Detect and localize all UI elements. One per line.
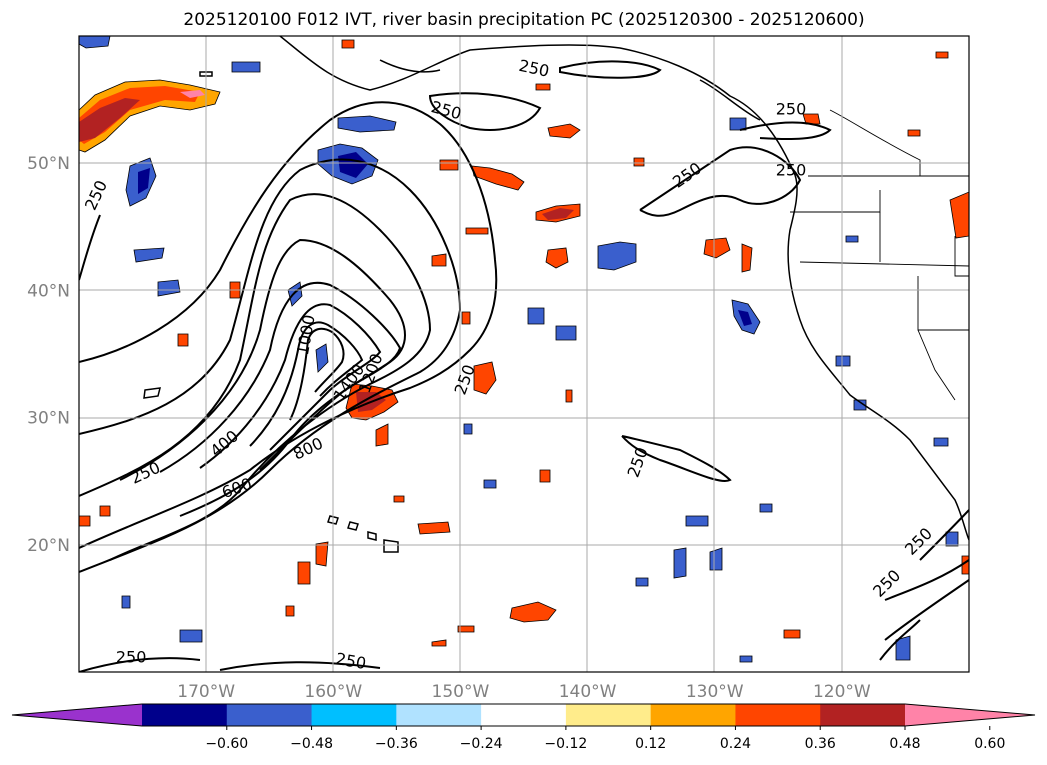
lon-label-160w: 160°W [304,682,362,702]
colorbar-segment-9 [820,704,906,726]
gridlines [79,36,969,672]
colorbar-segment-1 [142,704,228,726]
colorbar-segment-7 [650,704,736,726]
precip-positive-areas [79,39,969,647]
colorbar-segment-10 [905,704,1035,726]
colorbar-tick-label: −0.24 [460,736,503,752]
lat-label-20n: 20°N [27,536,70,556]
lat-label-50n: 50°N [27,154,70,174]
colorbar-segment-6 [565,704,652,726]
contour-label-text: 250 [116,648,147,667]
ivt-contours [79,60,969,672]
lat-label-30n: 30°N [27,409,70,429]
figure-title: 2025120100 F012 IVT, river basin precipi… [183,10,864,30]
contour-label-text: 250 [776,100,807,119]
colorbar-tick-label: 0.48 [889,736,920,752]
coastlines [143,36,969,553]
contour-label-250-e: 250 [776,161,807,180]
colorbar-segment-3 [311,704,397,726]
lon-label-120w: 120°W [813,682,871,702]
contour-label-250-m: 250 [334,649,367,673]
longitude-labels: 170°W 160°W 150°W 140°W 130°W 120°W [177,682,871,702]
lon-label-140w: 140°W [559,682,617,702]
colorbar-tick-label: 0.60 [974,736,1005,752]
colorbar-outline [11,703,1036,727]
lat-label-40n: 40°N [27,281,70,301]
colorbar-segment-5 [481,704,567,726]
political-boundaries [790,109,969,401]
lon-label-150w: 150°W [432,682,490,702]
colorbar-segment-0 [12,704,142,726]
colorbar-tick-label: −0.12 [544,736,587,752]
map-frame [78,35,970,673]
colorbar-segment-8 [735,704,821,726]
lon-label-130w: 130°W [686,682,744,702]
colorbar-tick-label: 0.36 [805,736,836,752]
contour-label-250-l: 250 [116,648,147,667]
colorbar-tick-label: 0.12 [635,736,666,752]
colorbar-segment-4 [396,704,482,726]
colorbar-tick-label: 0.24 [720,736,751,752]
contour-label-text: 250 [776,161,807,180]
colorbar-tick-label: −0.36 [375,736,418,752]
latitude-labels: 50°N 40°N 30°N 20°N [27,154,70,556]
lon-label-170w: 170°W [177,682,235,702]
colorbar-tick-label: −0.60 [205,736,248,752]
contour-label-text: 250 [334,649,367,673]
contour-label-250-c: 250 [776,100,807,119]
precip-negative-areas [79,36,959,663]
colorbar: −0.60 −0.48 −0.36 −0.24 −0.12 0.12 0.24 0.36 0.4… [11,703,1036,752]
colorbar-segment-2 [226,704,313,726]
colorbar-tick-label: −0.48 [290,736,333,752]
